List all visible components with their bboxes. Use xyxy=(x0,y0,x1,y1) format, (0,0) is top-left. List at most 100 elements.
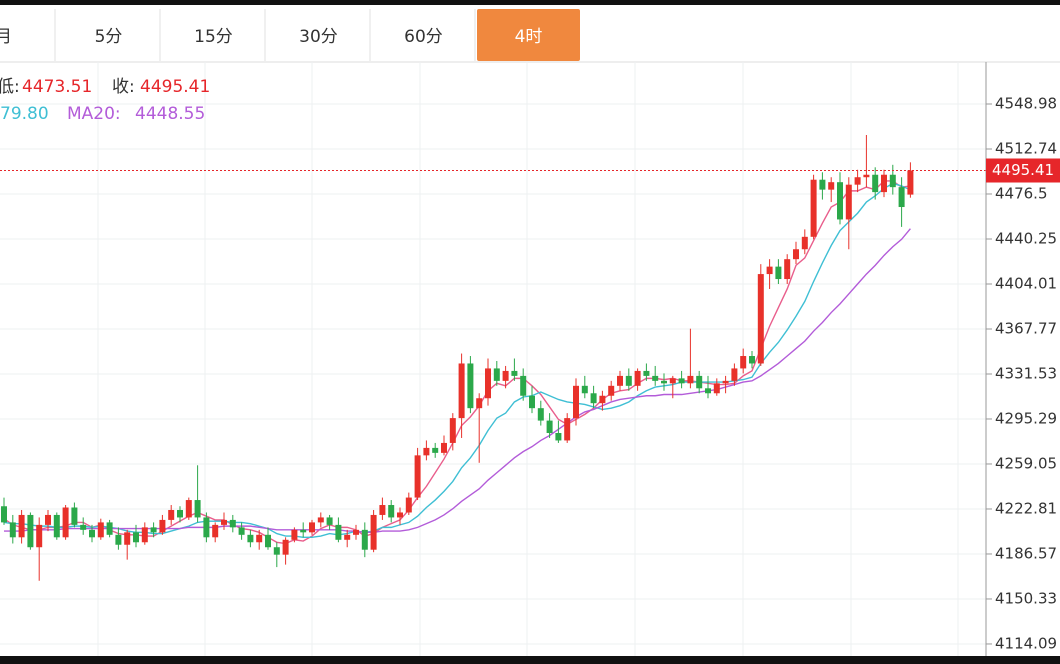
candle-body xyxy=(485,368,491,399)
top-border xyxy=(0,0,1060,5)
candle-body xyxy=(881,174,887,193)
candle-body xyxy=(467,363,474,409)
candle-body xyxy=(353,529,359,535)
candle-body xyxy=(291,529,298,540)
candle-body xyxy=(652,375,659,381)
candle-body xyxy=(273,547,280,555)
candle-body xyxy=(115,534,122,545)
candle-body xyxy=(423,447,430,456)
candle-body xyxy=(185,500,192,518)
candle-body xyxy=(45,514,51,525)
tab-label[interactable]: 30分 xyxy=(299,27,338,47)
candle-body xyxy=(317,517,324,523)
candle-body xyxy=(414,455,421,498)
y-tick-label: 4150.33 xyxy=(995,589,1057,607)
candle-body xyxy=(731,368,738,381)
info-label: 低: xyxy=(0,77,20,97)
candle-body xyxy=(872,174,879,193)
candle-body xyxy=(537,408,544,421)
ma-legend-label: MA20: xyxy=(67,104,121,124)
candle-body xyxy=(555,433,562,441)
candle-body xyxy=(819,179,826,190)
candle-body xyxy=(854,177,861,185)
candle-body xyxy=(106,522,113,535)
candle-body xyxy=(80,524,87,530)
y-tick-label: 4331.53 xyxy=(995,364,1057,382)
tab-label[interactable]: 5分 xyxy=(95,27,123,47)
bottom-border xyxy=(0,656,1060,664)
candle-body xyxy=(397,512,403,518)
candle-body xyxy=(599,395,606,404)
candle-body xyxy=(749,356,755,364)
candle-body xyxy=(212,524,219,538)
tab-label[interactable]: 4时 xyxy=(515,27,543,47)
candle-body xyxy=(590,393,597,404)
candle-body xyxy=(370,514,377,550)
candle-body xyxy=(793,249,799,260)
candle-body xyxy=(863,174,870,178)
candle-body xyxy=(133,532,139,543)
candle-body xyxy=(177,509,183,518)
y-tick-label: 4404.01 xyxy=(995,274,1057,292)
info-value: 4473.51 xyxy=(22,77,92,97)
candle-body xyxy=(203,517,210,538)
candle-body xyxy=(388,505,395,518)
candle-body xyxy=(379,505,386,515)
candle-body xyxy=(9,522,16,538)
tab-label[interactable]: 15分 xyxy=(194,27,233,47)
candle-body xyxy=(661,380,667,384)
tab-label[interactable]: 月 xyxy=(0,27,12,47)
candle-body xyxy=(53,514,60,538)
candle-body xyxy=(344,534,351,540)
info-panel: 低: 4473.51 收: 4495.41 79.80 MA20: 4448.55 xyxy=(0,77,210,124)
candle-body xyxy=(907,170,914,195)
candle-body xyxy=(845,184,852,220)
candle-body xyxy=(757,274,764,364)
candle-body xyxy=(194,500,201,518)
candle-body xyxy=(405,497,412,513)
info-value: 4495.41 xyxy=(140,77,210,97)
y-tick-label: 4186.57 xyxy=(995,544,1057,562)
plot-area xyxy=(0,135,986,581)
candle-body xyxy=(124,532,131,545)
candle-body xyxy=(546,420,553,434)
candle-body xyxy=(309,522,315,533)
info-label: 收: xyxy=(112,77,135,97)
candle-body xyxy=(828,182,835,190)
candle-body xyxy=(265,534,271,548)
candle-body xyxy=(573,385,579,419)
candle-body xyxy=(766,266,773,275)
candle-body xyxy=(247,534,254,543)
candle-body xyxy=(221,519,227,525)
candle-body xyxy=(282,539,289,555)
candle-body xyxy=(326,517,333,525)
candle-body xyxy=(141,527,148,543)
candle-body xyxy=(300,529,307,533)
candle-body xyxy=(441,442,447,453)
candle-body xyxy=(898,187,905,208)
candle-body xyxy=(150,527,157,533)
y-axis-labels: 4548.98 4512.74 4476.5 4440.25 4404.01 4367.7… xyxy=(986,94,1060,652)
candle-body xyxy=(520,375,527,396)
candle-body xyxy=(801,236,808,250)
candle-body xyxy=(458,363,465,419)
candle-body xyxy=(581,385,588,394)
candle-body xyxy=(722,380,729,384)
candle-body xyxy=(705,388,711,394)
candle-body xyxy=(18,514,25,538)
ma-legend-value: 4448.55 xyxy=(135,104,205,124)
last-price-box xyxy=(986,158,1060,183)
y-tick-label: 4114.09 xyxy=(995,634,1057,652)
candle-body xyxy=(168,509,175,520)
candle-body xyxy=(634,370,641,386)
candle-body xyxy=(511,370,518,376)
y-tick-label: 4476.5 xyxy=(995,184,1048,202)
candle-body xyxy=(493,368,500,381)
candle-body xyxy=(159,519,166,533)
tab-label[interactable]: 60分 xyxy=(404,27,443,47)
tab-bar: 月 5分 15分 30分 60分 4时 xyxy=(0,9,580,61)
ma-line xyxy=(3,182,911,538)
last-price-label: 4495.41 xyxy=(992,161,1054,179)
candle-body xyxy=(62,507,69,538)
